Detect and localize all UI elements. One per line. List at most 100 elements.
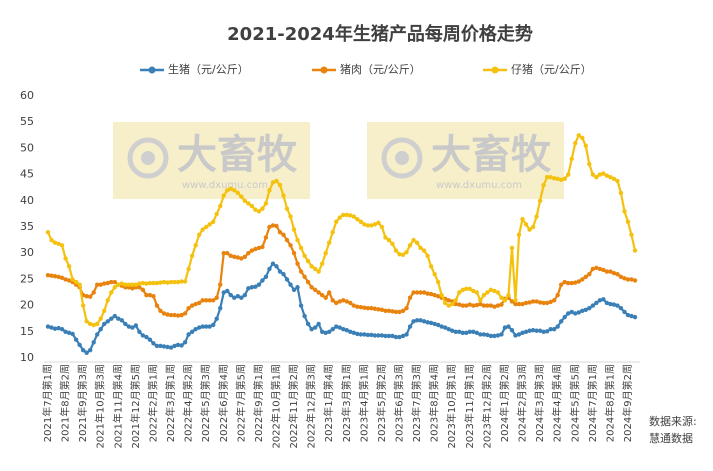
data-point <box>102 321 107 327</box>
data-point <box>530 299 536 304</box>
data-point <box>625 277 631 282</box>
data-point <box>232 254 237 260</box>
data-point <box>309 285 314 290</box>
data-point <box>66 330 72 336</box>
x-tick-label: 2021年9月第3周 <box>76 364 89 442</box>
x-tick-label: 2022年12月第3周 <box>305 364 318 449</box>
x-tick-label: 2024年9月第2周 <box>621 364 634 442</box>
data-point <box>87 321 93 327</box>
data-point <box>393 248 399 253</box>
data-point <box>562 314 567 320</box>
data-point <box>263 201 269 206</box>
data-point <box>615 303 620 308</box>
data-point <box>618 306 624 311</box>
data-point <box>274 178 279 184</box>
data-point <box>625 312 631 318</box>
x-tick-label: 2024年7月第1周 <box>586 364 599 442</box>
data-point <box>604 173 610 178</box>
data-point <box>597 266 603 272</box>
data-point <box>151 280 156 286</box>
x-tick-label: 2022年6月第4周 <box>217 364 230 442</box>
data-point <box>622 276 627 281</box>
data-point <box>425 253 430 259</box>
data-point <box>91 322 96 328</box>
data-point <box>358 332 364 337</box>
data-point <box>495 290 501 295</box>
watermark-url: www.dxumu.com <box>436 180 522 191</box>
watermark-logo <box>127 137 169 179</box>
data-point <box>200 227 205 232</box>
x-tick-label: 2022年4月第2周 <box>182 364 195 442</box>
data-point <box>629 232 634 238</box>
data-point <box>562 176 567 181</box>
data-point <box>277 182 283 188</box>
data-point <box>186 306 191 311</box>
data-point <box>203 224 209 230</box>
data-point <box>495 333 501 338</box>
data-point <box>344 299 349 304</box>
data-point <box>77 342 82 348</box>
data-point <box>319 329 325 334</box>
data-point <box>295 285 300 290</box>
data-point <box>576 310 581 315</box>
data-point <box>615 178 620 184</box>
data-point <box>548 326 553 332</box>
data-point <box>189 303 195 308</box>
data-point <box>158 280 163 285</box>
data-point <box>172 279 177 285</box>
data-point <box>80 303 86 308</box>
y-tick-label: 25 <box>20 272 34 285</box>
data-point <box>439 324 444 329</box>
data-point <box>418 245 423 251</box>
data-point <box>281 271 286 277</box>
data-point <box>95 321 100 327</box>
data-point <box>460 330 465 336</box>
data-point <box>302 253 307 259</box>
data-point <box>284 237 290 243</box>
data-point <box>576 279 581 284</box>
data-point <box>411 237 416 243</box>
data-point <box>144 292 149 298</box>
data-point <box>414 318 420 323</box>
data-point <box>172 312 177 318</box>
series <box>45 133 638 328</box>
data-point <box>590 266 596 272</box>
data-point <box>629 277 634 282</box>
x-tick-label: 2023年4月第1周 <box>357 364 370 442</box>
data-point <box>102 308 107 314</box>
data-point <box>355 216 360 222</box>
data-point <box>457 302 462 307</box>
data-point <box>66 264 72 269</box>
data-point <box>182 311 188 316</box>
data-point <box>253 284 258 289</box>
data-point <box>502 298 508 303</box>
data-point <box>105 319 110 324</box>
data-point <box>365 332 371 338</box>
data-point <box>312 287 318 293</box>
data-point <box>622 209 627 214</box>
data-point <box>509 328 515 333</box>
data-point <box>629 313 634 319</box>
data-point <box>485 303 490 308</box>
x-tick-label: 2022年9月第1周 <box>252 364 265 442</box>
data-point <box>151 341 156 346</box>
data-point <box>298 245 304 251</box>
data-point <box>569 309 574 315</box>
data-point <box>404 249 409 255</box>
data-point <box>534 214 539 219</box>
watermark-text: 大畜牧 <box>431 132 552 178</box>
data-point <box>112 285 117 290</box>
data-point <box>56 241 61 246</box>
x-tick-label: 2023年1月第4周 <box>322 364 335 442</box>
data-point <box>288 214 293 219</box>
data-point <box>305 321 311 327</box>
data-point <box>337 215 342 220</box>
data-point <box>305 258 311 264</box>
data-point <box>488 303 494 308</box>
data-point <box>594 265 599 271</box>
data-point <box>172 343 177 349</box>
data-point <box>566 172 571 177</box>
data-point <box>608 175 613 180</box>
data-point <box>558 177 564 183</box>
